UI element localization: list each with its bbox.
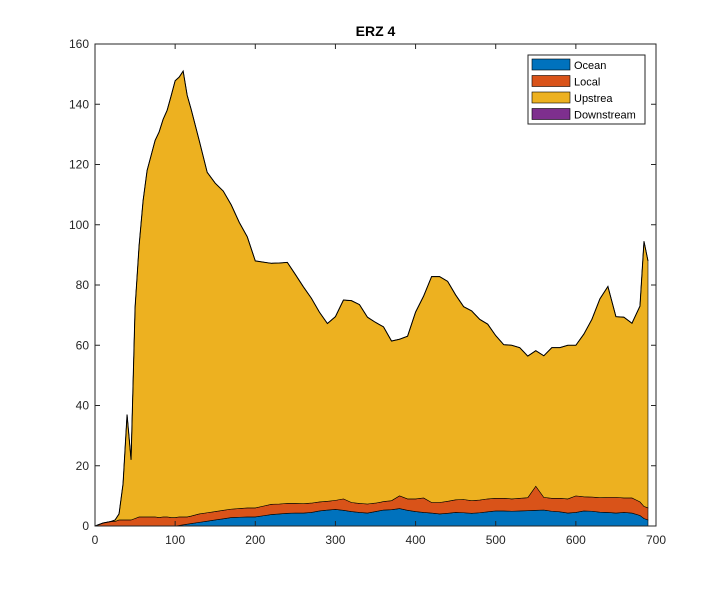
legend: Ocean Local Upstrea Downstream	[527, 54, 646, 125]
legend-label-local: Local	[574, 77, 600, 89]
y-tick-label: 120	[69, 158, 89, 172]
legend-label-upstrea: Upstrea	[574, 93, 613, 105]
chart-title: ERZ 4	[356, 23, 396, 39]
x-tick-label: 0	[92, 533, 99, 547]
tick-group: 0 100 200 300 400 500 600 700 0 20 40 60 80 100 120 140…	[69, 37, 666, 547]
y-tick-label: 100	[69, 218, 89, 232]
y-tick-label: 80	[76, 278, 90, 292]
y-tick-label: 160	[69, 37, 89, 51]
x-tick-label: 200	[245, 533, 265, 547]
x-tick-label: 700	[646, 533, 666, 547]
stack-top-outline	[94, 69, 649, 527]
y-tick-label: 60	[76, 338, 90, 352]
legend-swatch-downstream	[531, 108, 571, 120]
y-tick-label: 0	[82, 519, 89, 533]
x-tick-label: 100	[165, 533, 185, 547]
y-tick-label: 140	[69, 97, 89, 111]
x-tick-label: 600	[566, 533, 586, 547]
x-tick-label: 300	[325, 533, 345, 547]
legend-swatch-ocean	[531, 58, 571, 71]
legend-swatch-local	[531, 75, 571, 87]
legend-swatch-upstrea	[531, 91, 571, 104]
legend-label-downstream: Downstream	[574, 110, 636, 122]
y-tick-label: 20	[76, 459, 90, 473]
y-tick-label: 40	[76, 399, 90, 413]
x-tick-label: 400	[406, 533, 426, 547]
x-tick-label: 500	[486, 533, 506, 547]
legend-label-ocean: Ocean	[574, 60, 606, 72]
